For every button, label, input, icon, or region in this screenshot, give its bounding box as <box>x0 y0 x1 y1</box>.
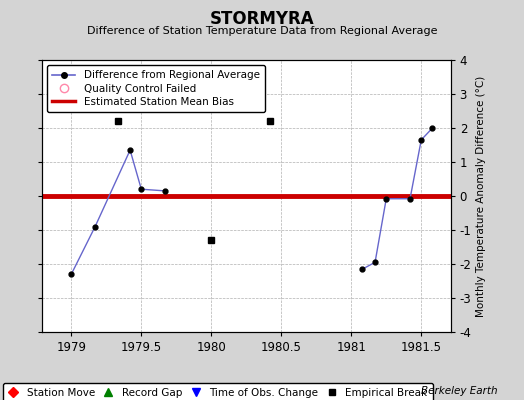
Text: STORMYRA: STORMYRA <box>210 10 314 28</box>
Legend: Station Move, Record Gap, Time of Obs. Change, Empirical Break: Station Move, Record Gap, Time of Obs. C… <box>3 382 433 400</box>
Text: Berkeley Earth: Berkeley Earth <box>421 386 498 396</box>
Text: Difference of Station Temperature Data from Regional Average: Difference of Station Temperature Data f… <box>87 26 437 36</box>
Y-axis label: Monthly Temperature Anomaly Difference (°C): Monthly Temperature Anomaly Difference (… <box>476 75 486 317</box>
